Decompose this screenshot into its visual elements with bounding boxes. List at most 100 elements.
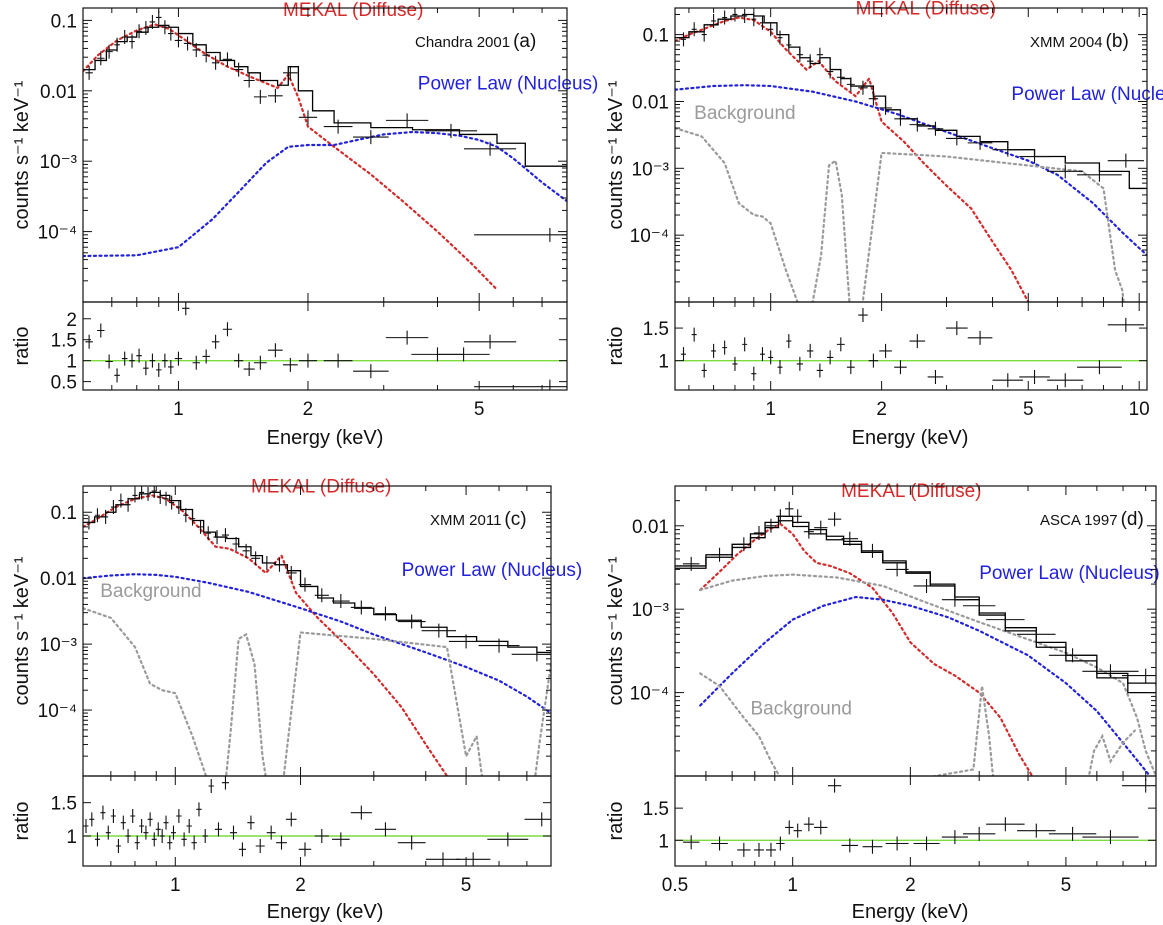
ratio-point bbox=[701, 363, 707, 378]
data-point bbox=[234, 62, 244, 77]
ratio-point bbox=[155, 822, 161, 837]
ratio-point bbox=[858, 308, 868, 323]
ratio-point bbox=[114, 368, 120, 383]
panel-b: MEKAL (Diffuse) Power Law (Nucleus) Backgr… bbox=[605, 0, 1163, 449]
panel-letter: (a) bbox=[513, 31, 536, 52]
data-point bbox=[211, 55, 220, 70]
ratio-frame bbox=[82, 301, 568, 391]
data-point bbox=[163, 491, 169, 506]
ratio-point bbox=[816, 363, 824, 378]
ratio-point bbox=[742, 337, 748, 352]
data-point bbox=[742, 8, 748, 23]
data-point bbox=[253, 89, 267, 104]
ratio-point bbox=[285, 812, 297, 827]
ratio-point bbox=[711, 343, 717, 358]
ratio-point bbox=[229, 825, 238, 840]
ratio-point bbox=[176, 809, 182, 823]
data-point bbox=[202, 48, 210, 63]
y-tick-label: 10⁻⁴ bbox=[38, 701, 77, 722]
data-point bbox=[105, 44, 113, 59]
panel-a: MEKAL (Diffuse) Power Law (Nucleus) 1 2 5 0.1… bbox=[11, 0, 599, 449]
y-tick-label: 10⁻³ bbox=[632, 600, 670, 621]
data-point bbox=[268, 88, 283, 103]
data-point bbox=[197, 519, 204, 534]
data-point bbox=[94, 508, 100, 523]
ratio-point bbox=[221, 776, 230, 790]
data-point bbox=[129, 34, 135, 49]
data-point bbox=[374, 606, 396, 621]
ratio-point bbox=[234, 353, 244, 368]
y-tick-label: 0.1 bbox=[51, 11, 77, 32]
panel-d: MEKAL (Diffuse) Power Law (Nucleus) Backgr… bbox=[605, 481, 1160, 923]
x-tick-label: 1 bbox=[170, 875, 181, 896]
ratio-tick-label: 2 bbox=[66, 310, 77, 331]
ratio-tick-label: 1 bbox=[658, 831, 669, 852]
ratio-point bbox=[786, 334, 792, 349]
ratio-point bbox=[105, 354, 113, 369]
data-point bbox=[353, 130, 389, 145]
ratio-point bbox=[397, 835, 426, 850]
data-point bbox=[711, 13, 717, 28]
data-point bbox=[213, 530, 221, 545]
ratio-tick-label: 1 bbox=[66, 827, 77, 848]
data-point bbox=[176, 500, 182, 515]
ratio-point bbox=[803, 817, 814, 832]
data-point bbox=[992, 142, 1024, 157]
ratio-point bbox=[350, 805, 372, 820]
x-tick-label: 5 bbox=[474, 399, 485, 420]
ratio-point bbox=[105, 825, 111, 840]
ratio-point bbox=[1121, 778, 1156, 793]
ratio-point bbox=[796, 356, 804, 371]
ratio-point bbox=[83, 819, 89, 833]
power-law-nucleus-label: Power Law (Nucleus) bbox=[418, 73, 599, 94]
ratio-point bbox=[268, 343, 283, 358]
ratio-point bbox=[814, 820, 828, 835]
ratio-point bbox=[168, 359, 174, 374]
ratio-plot bbox=[83, 302, 567, 390]
data-point bbox=[711, 547, 728, 562]
ratio-point bbox=[885, 836, 909, 851]
ratio-point bbox=[181, 832, 187, 847]
ratio-point bbox=[115, 839, 121, 853]
y-tick-label: 0.01 bbox=[632, 517, 669, 538]
ratio-point bbox=[182, 302, 190, 316]
x-axis-label: Energy (keV) bbox=[267, 901, 384, 923]
power-law-nucleus-label: Power Law (Nucleus) bbox=[402, 560, 583, 581]
spectrum-frame bbox=[674, 485, 1157, 777]
data-point bbox=[862, 543, 883, 558]
data-point bbox=[232, 536, 240, 551]
ratio-point bbox=[862, 839, 883, 854]
ratio-point bbox=[425, 852, 461, 866]
x-tick-label: 1 bbox=[765, 399, 776, 420]
mekal-diffuse-line bbox=[83, 23, 499, 291]
data-point bbox=[796, 47, 804, 62]
data-point bbox=[1047, 164, 1084, 179]
data-point bbox=[421, 623, 457, 638]
data-point bbox=[274, 557, 285, 572]
data-point bbox=[205, 526, 211, 541]
ratio-point bbox=[941, 830, 968, 845]
y-tick-label: 0.1 bbox=[51, 503, 77, 524]
ratio-point bbox=[1107, 317, 1144, 332]
ratio-point bbox=[836, 337, 845, 352]
data-point bbox=[121, 30, 128, 45]
x-tick-label: 5 bbox=[1061, 875, 1072, 896]
data-point bbox=[174, 33, 183, 48]
panel-letter: (c) bbox=[504, 509, 526, 530]
data-point bbox=[314, 588, 329, 603]
data-point bbox=[986, 612, 1025, 627]
data-point bbox=[868, 91, 879, 106]
data-point bbox=[785, 501, 794, 516]
y-tick-label: 10⁻⁴ bbox=[38, 223, 77, 244]
ratio-point bbox=[487, 832, 529, 847]
data-point bbox=[751, 12, 757, 27]
data-point bbox=[753, 525, 765, 540]
power-law-nucleus-label: Power Law (Nucleus) bbox=[1011, 84, 1163, 105]
data-point bbox=[786, 37, 792, 52]
observation-label: ASCA 1997 bbox=[1040, 512, 1118, 529]
data-point bbox=[332, 594, 350, 609]
data-point bbox=[737, 537, 751, 552]
panel-c: MEKAL (Diffuse) Power Law (Nucleus) Backgr… bbox=[11, 476, 582, 923]
x-tick-label: 10 bbox=[1129, 399, 1150, 420]
data-point bbox=[189, 511, 196, 526]
